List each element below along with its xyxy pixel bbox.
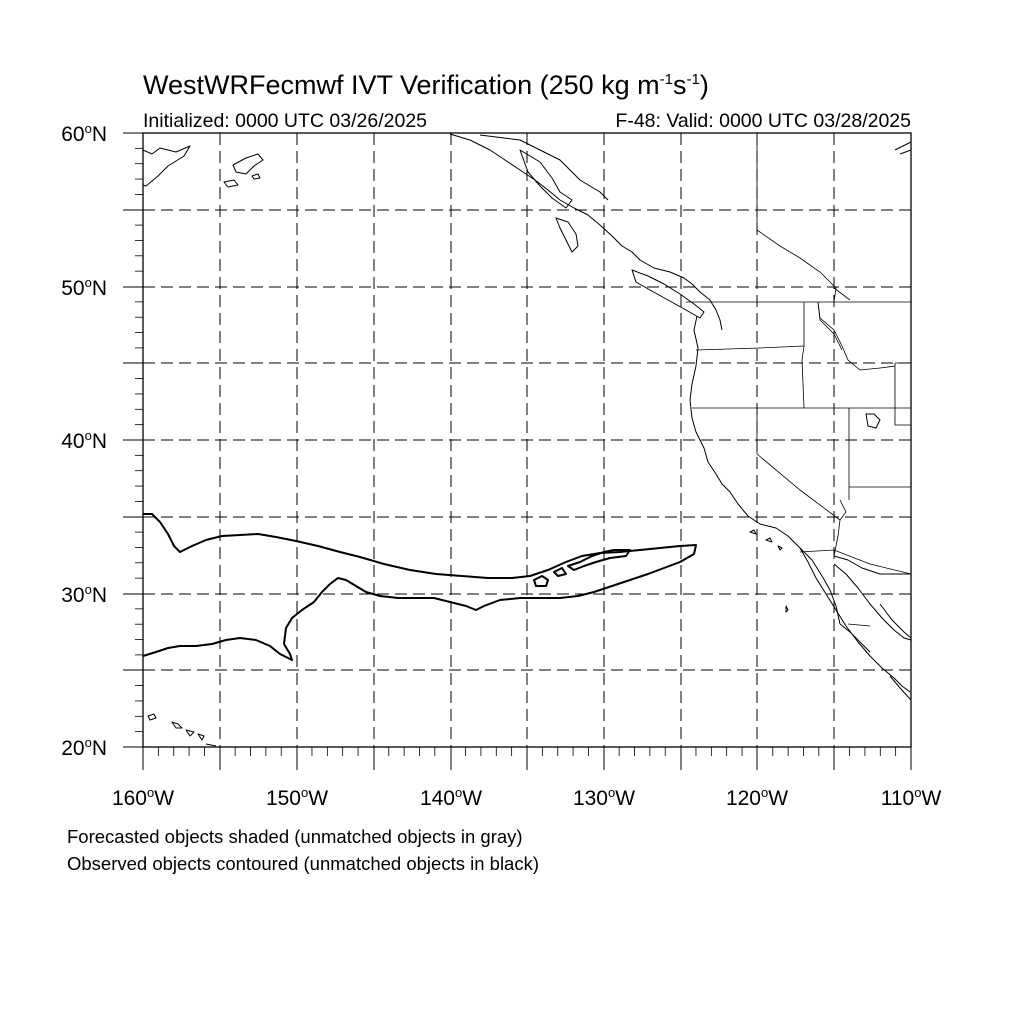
- observed-objects: [142, 513, 697, 661]
- hawaii-islands: [147, 713, 217, 747]
- mainland-mexico: [833, 555, 911, 575]
- arizona-california: [833, 499, 847, 557]
- se-alaska-islands: [519, 149, 573, 209]
- note-observed: Observed objects contoured (unmatched ob…: [67, 853, 540, 874]
- lon-label-110w: 110oW: [880, 785, 942, 810]
- observed-object-tail: [567, 549, 631, 571]
- baja-california: [799, 547, 911, 693]
- political-borders: [686, 133, 912, 627]
- aleutian-bits: [223, 173, 261, 188]
- hudson-edge: [894, 141, 912, 155]
- alaska-coast: [142, 145, 191, 187]
- california-nevada: [756, 408, 841, 521]
- sonora-inner: [847, 623, 871, 627]
- lon-label-120w: 120oW: [725, 785, 789, 810]
- us-west-coast: [689, 315, 841, 625]
- lat-label-40n: 40oN: [61, 428, 107, 453]
- great-salt-lake: [865, 413, 881, 429]
- lat-label-20n: 20oN: [61, 735, 107, 760]
- lon-label-140w: 140oW: [419, 785, 483, 810]
- lat-label-30n: 30oN: [61, 582, 107, 607]
- lon-label-160w: 160oW: [111, 785, 175, 810]
- lon-label-130w: 130oW: [572, 785, 636, 810]
- channel-islands: [749, 529, 783, 551]
- observed-object-contour: [142, 513, 697, 661]
- graticule: [143, 133, 911, 747]
- map-title: WestWRFecmwf IVT Verification (250 kg m-…: [143, 70, 709, 100]
- guadalupe-island: [785, 605, 789, 613]
- haida-gwaii: [555, 217, 579, 253]
- bc-alberta-border: [756, 133, 837, 303]
- kodiak-island: [232, 153, 264, 175]
- coastlines: [142, 133, 912, 747]
- tick-marks: [123, 132, 912, 770]
- lon-label-150w: 150oW: [265, 785, 329, 810]
- us-mexico-border: [799, 549, 912, 575]
- vancouver-island: [631, 269, 705, 319]
- note-forecast: Forecasted objects shaded (unmatched obj…: [67, 826, 523, 847]
- observed-object-inner-loop-2: [553, 567, 567, 577]
- valid-time: F-48: Valid: 0000 UTC 03/28/2025: [615, 110, 911, 132]
- lat-label-60n: 60oN: [61, 121, 107, 146]
- idaho-western: [801, 302, 805, 409]
- inside-passage: [479, 134, 609, 201]
- se-alaska-coast: [449, 133, 723, 331]
- idaho-eastern: [817, 301, 896, 371]
- initialized-time: Initialized: 0000 UTC 03/26/2025: [143, 110, 428, 132]
- wyoming-box: [894, 362, 911, 426]
- observed-object-inner-loop: [533, 575, 549, 587]
- gulf-of-california: [833, 563, 912, 641]
- minor-tick-marks: [135, 147, 897, 756]
- lat-label-50n: 50oN: [61, 275, 107, 300]
- washington-oregon: [695, 345, 805, 351]
- mexico-coast: [879, 603, 912, 701]
